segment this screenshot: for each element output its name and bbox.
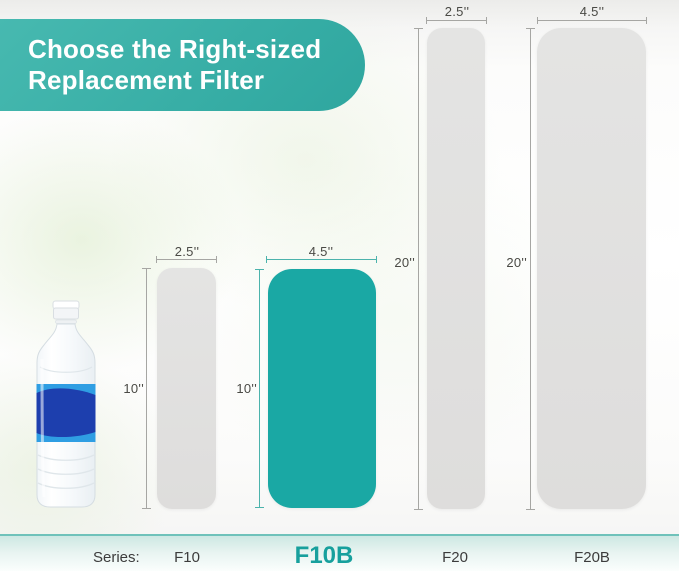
dim-line: [266, 259, 377, 260]
dim-tick: [142, 508, 151, 509]
f20b-width-label: 4.5'': [579, 4, 605, 19]
f20-width-dimension-line: [426, 17, 487, 24]
headline-banner: Choose the Right-sized Replacement Filte…: [0, 19, 365, 111]
dim-line: [146, 268, 147, 509]
f10b-height-label: 10'': [236, 381, 257, 396]
filter-f10: [157, 268, 216, 509]
dim-line: [426, 20, 487, 21]
dim-line: [537, 20, 647, 21]
f10-width-dimension-line: [156, 256, 217, 263]
series-item-f10b-highlighted: F10B: [294, 542, 354, 569]
headline-line-1: Choose the Right-sized: [28, 34, 322, 64]
filter-f20: [427, 28, 485, 509]
filter-f10b-highlighted: [268, 269, 376, 508]
dim-tick: [255, 507, 264, 508]
bottle-cap: [53, 307, 79, 320]
dim-tick: [376, 256, 377, 263]
series-item-f20b: F20B: [574, 549, 610, 566]
f10-width-label: 2.5'': [174, 244, 200, 259]
dim-tick: [414, 509, 423, 510]
f20b-height-dimension-line: [526, 28, 535, 510]
f10b-height-dimension-line: [255, 269, 264, 508]
f10b-width-label: 4.5'': [308, 244, 334, 259]
dim-line: [418, 28, 419, 510]
series-row-label: Series:: [93, 549, 140, 566]
dim-tick: [646, 17, 647, 24]
dim-line: [259, 269, 260, 508]
series-band: Series: F10 F10B F20 F20B: [0, 534, 679, 571]
f10-height-dimension-line: [142, 268, 151, 509]
f20-height-label: 20'': [394, 255, 415, 270]
f20-width-label: 2.5'': [444, 4, 470, 19]
filter-f20b: [537, 28, 646, 509]
f20-height-dimension-line: [414, 28, 423, 510]
f10-height-label: 10'': [123, 381, 144, 396]
headline-line-2: Replacement Filter: [28, 65, 265, 95]
series-item-f20: F20: [442, 549, 468, 566]
bottle-neck-ring: [55, 319, 77, 324]
dim-tick: [216, 256, 217, 263]
dim-tick: [486, 17, 487, 24]
water-bottle-image: [36, 300, 96, 508]
f10b-width-dimension-line: [266, 256, 377, 263]
dim-line: [530, 28, 531, 510]
dim-tick: [526, 509, 535, 510]
f20b-height-label: 20'': [506, 255, 527, 270]
dim-line: [156, 259, 217, 260]
f20b-width-dimension-line: [537, 17, 647, 24]
series-item-f10: F10: [174, 549, 200, 566]
bottle-highlight: [40, 358, 46, 498]
bottle-label-navy: [36, 388, 96, 438]
